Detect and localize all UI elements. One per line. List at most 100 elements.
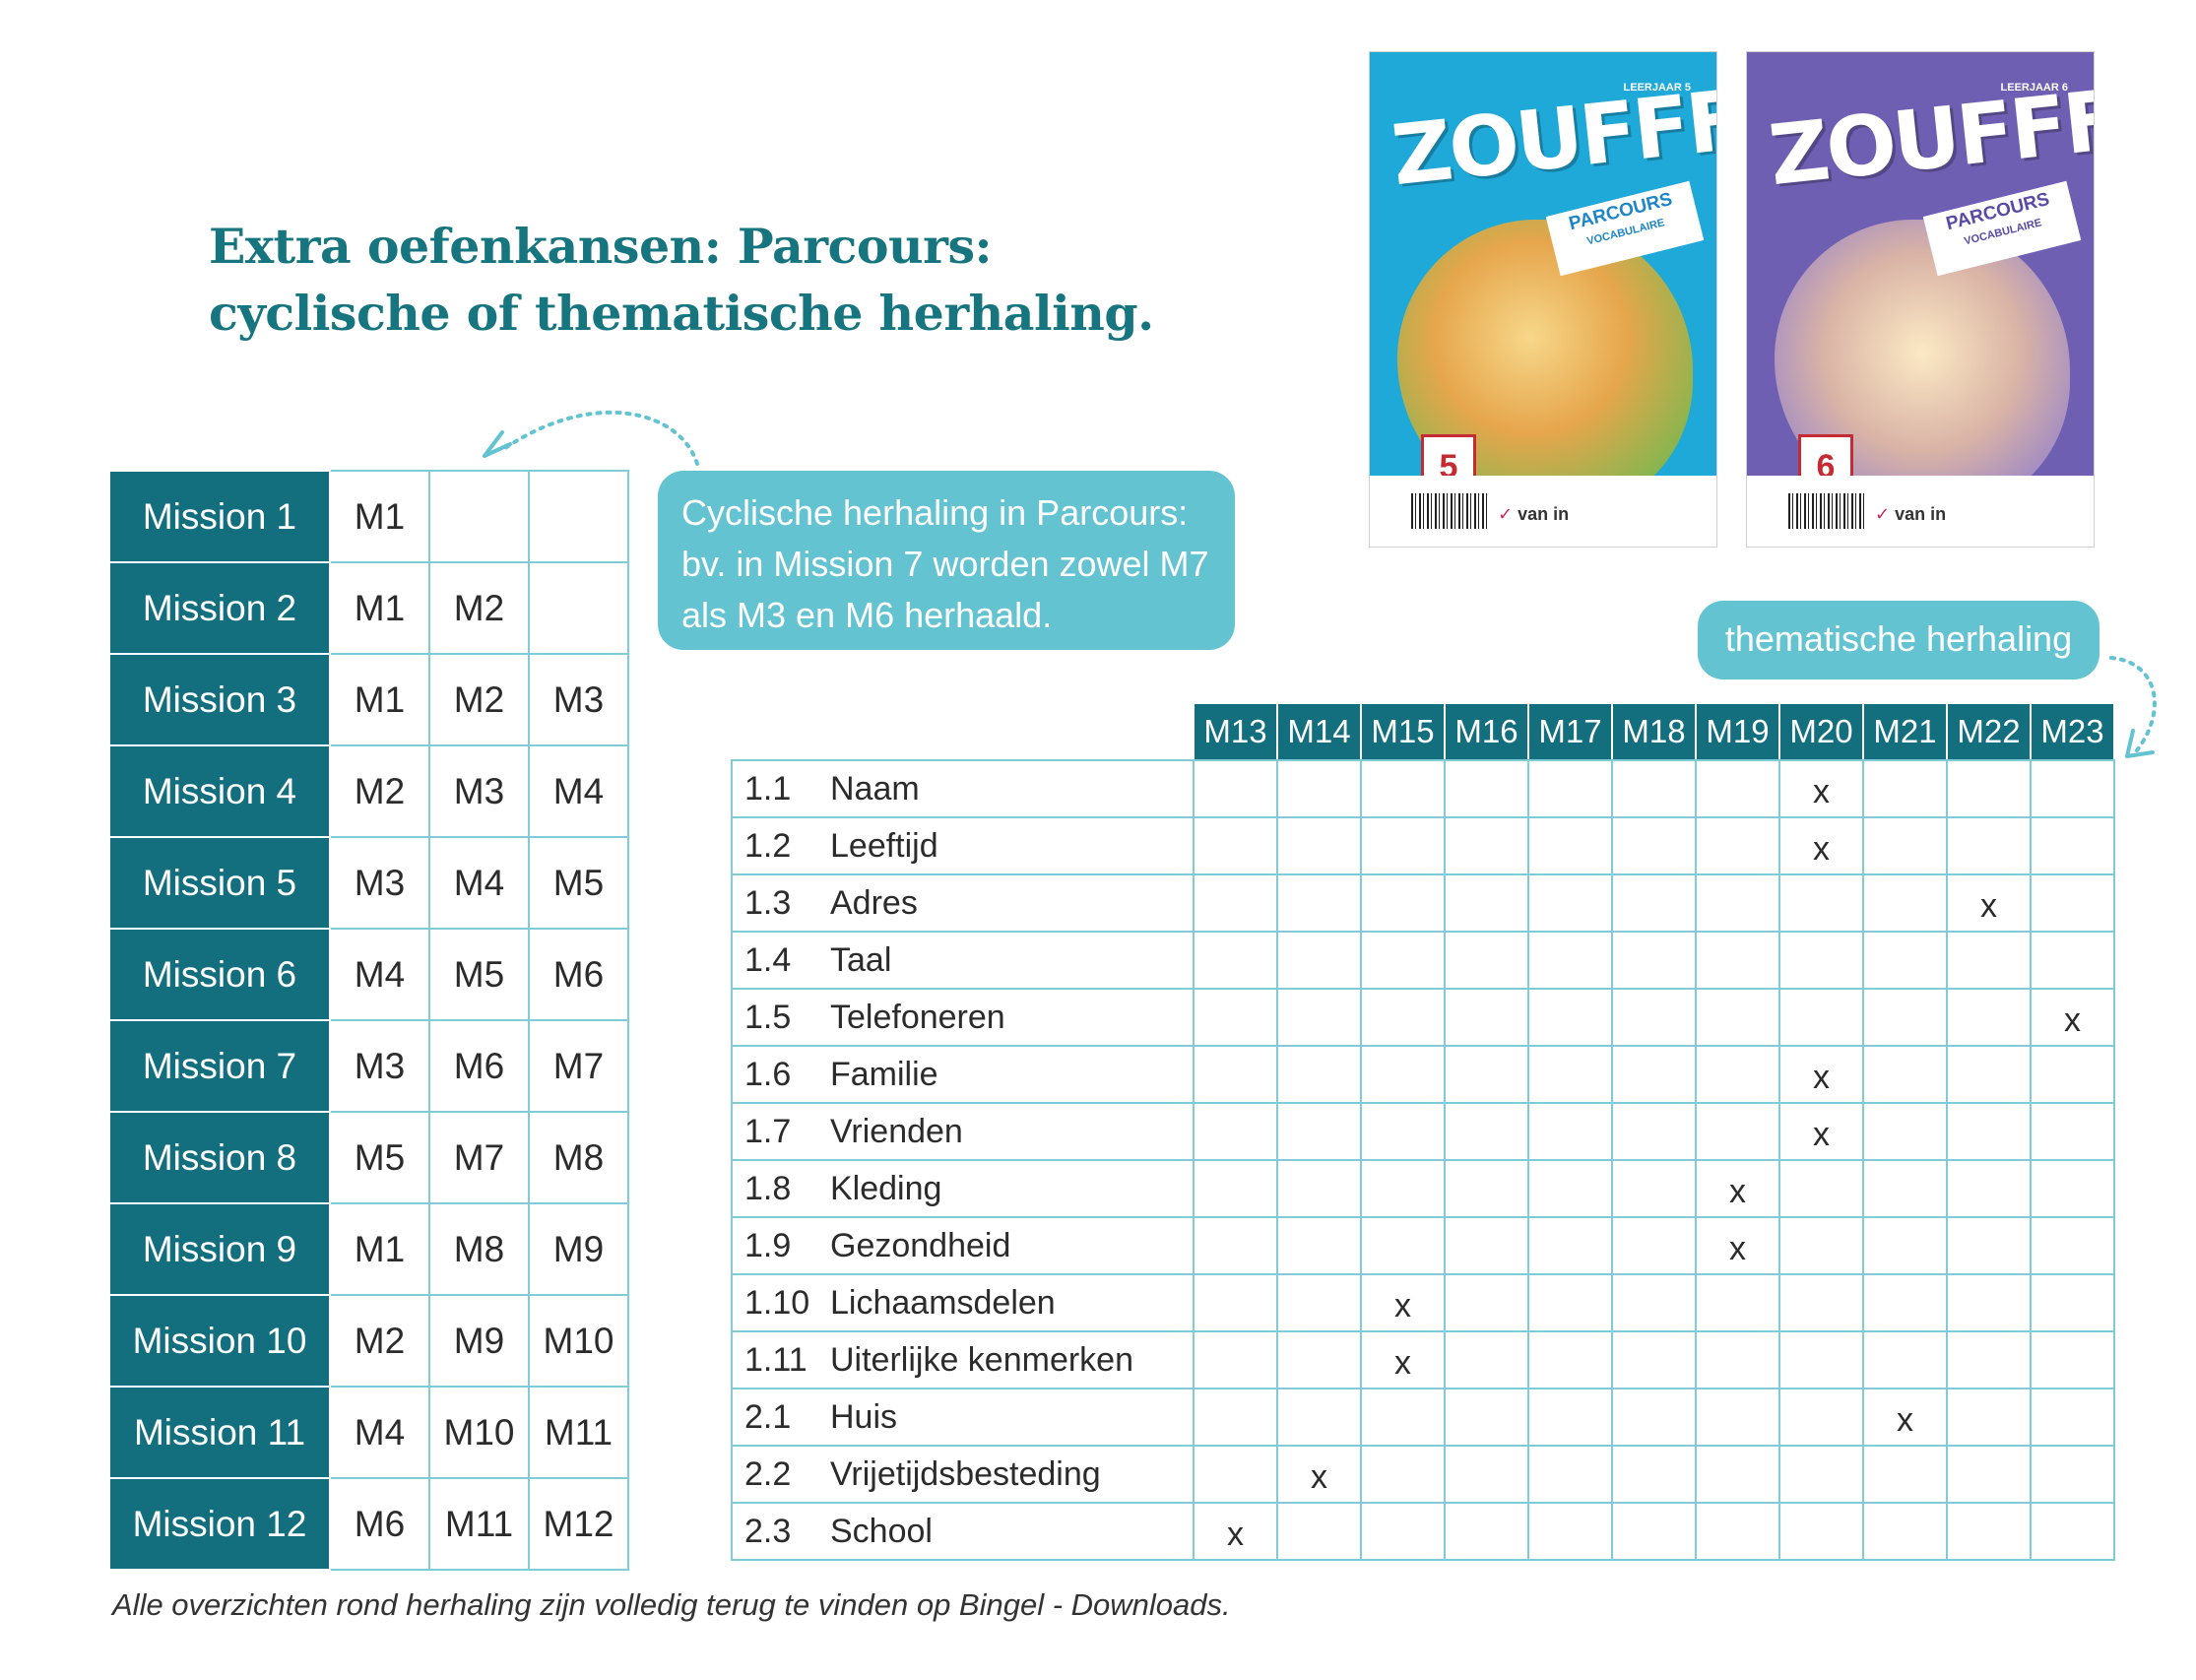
column-header: M21 xyxy=(1862,702,1948,761)
table-row: 1.5 Telefoneren x xyxy=(731,988,2115,1047)
mark-cell xyxy=(1444,931,1529,990)
note-line-3: als M3 en M6 herhaald. xyxy=(681,595,1053,635)
mark-cell xyxy=(1946,1445,2032,1504)
column-header: M22 xyxy=(1946,702,2032,761)
mark-cell xyxy=(1862,931,1948,990)
table-row: Mission 6 M4 M5 M6 xyxy=(110,928,629,1021)
title-line-1: Extra oefenkansen: Parcours: xyxy=(209,218,993,275)
mark-cell xyxy=(1444,1216,1529,1275)
mark-cell xyxy=(1193,1445,1278,1504)
mission-cell: M11 xyxy=(428,1477,530,1571)
column-header: M14 xyxy=(1276,702,1362,761)
table-row: Mission 8 M5 M7 M8 xyxy=(110,1111,629,1204)
mark-cell xyxy=(1611,1388,1697,1447)
table-row: 1.7 Vrienden x xyxy=(731,1102,2115,1161)
book-cover-leerjaar-6: LEERJAAR 6 ZOUFFF! PARCOURS VOCABULAIRE … xyxy=(1746,51,2095,548)
publisher-logo: ✓ van in xyxy=(1875,504,1946,525)
table-row: Mission 7 M3 M6 M7 xyxy=(110,1019,629,1113)
mark-cell xyxy=(1193,1216,1278,1275)
mission-label: Mission 8 xyxy=(110,1111,331,1204)
mark-cell xyxy=(1527,1273,1613,1332)
theme-number: 1.11 xyxy=(731,1330,830,1389)
mission-cell: M4 xyxy=(428,836,530,930)
mark-cell xyxy=(1611,988,1697,1047)
mark-cell xyxy=(1946,1216,2032,1275)
mark-cell xyxy=(1611,1216,1697,1275)
mission-cell xyxy=(528,470,629,563)
theme-number: 1.2 xyxy=(731,816,830,875)
mission-label: Mission 3 xyxy=(110,653,331,746)
column-header: M23 xyxy=(2030,702,2115,761)
mark-cell xyxy=(1862,1273,1948,1332)
table-row: 2.2 Vrijetijdsbesteding x xyxy=(731,1445,2115,1504)
mark-cell xyxy=(1527,1159,1613,1218)
mark-cell: x xyxy=(1862,1388,1948,1447)
mark-cell xyxy=(1360,759,1446,818)
mission-label: Mission 2 xyxy=(110,561,331,655)
mark-cell xyxy=(1444,1330,1529,1389)
mark-cell xyxy=(1193,1159,1278,1218)
mark-cell xyxy=(1193,1045,1278,1104)
mark-cell xyxy=(1527,1502,1613,1561)
mission-cell: M2 xyxy=(329,1294,430,1388)
dotted-arrow-left-icon xyxy=(483,410,699,466)
mission-cell: M1 xyxy=(329,470,430,563)
theme-table-body: 1.1 Naam x 1.2 Leeftijd x 1.3 Adres x 1.4 Taal 1.5 T… xyxy=(731,759,2115,1561)
theme-label: Adres xyxy=(830,873,1195,933)
mission-cell: M6 xyxy=(428,1019,530,1113)
mission-cell xyxy=(428,470,530,563)
mission-cell xyxy=(528,561,629,655)
mark-cell xyxy=(2030,1330,2115,1389)
table-row: Mission 1 M1 xyxy=(110,470,629,563)
mark-cell xyxy=(1276,873,1362,933)
mark-cell: x xyxy=(1946,873,2032,933)
theme-label: Leeftijd xyxy=(830,816,1195,875)
theme-number: 1.7 xyxy=(731,1102,830,1161)
mark-cell xyxy=(1862,816,1948,875)
mark-cell xyxy=(1862,1216,1948,1275)
theme-number: 1.3 xyxy=(731,873,830,933)
mark-cell xyxy=(1611,1102,1697,1161)
mark-cell xyxy=(1778,1273,1864,1332)
mark-cell xyxy=(1360,1159,1446,1218)
mark-cell xyxy=(1193,816,1278,875)
mission-cell: M2 xyxy=(329,744,430,838)
mark-cell xyxy=(2030,1273,2115,1332)
mark-cell xyxy=(1276,1273,1362,1332)
mark-cell xyxy=(1444,1502,1529,1561)
mark-cell: x xyxy=(1778,1102,1864,1161)
mark-cell xyxy=(1778,1216,1864,1275)
column-header: M15 xyxy=(1360,702,1446,761)
mission-cell: M2 xyxy=(428,561,530,655)
mark-cell xyxy=(1695,988,1780,1047)
mark-cell xyxy=(1527,988,1613,1047)
mark-cell xyxy=(1946,1273,2032,1332)
table-row: 1.8 Kleding x xyxy=(731,1159,2115,1218)
mission-table-body: Mission 1 M1 Mission 2 M1 M2 Mission 3 M1 M2 M3 M… xyxy=(110,470,629,1571)
theme-label: Vrienden xyxy=(830,1102,1195,1161)
column-header: M16 xyxy=(1444,702,1529,761)
mark-cell xyxy=(1611,1045,1697,1104)
mission-cell: M1 xyxy=(329,1202,430,1296)
mark-cell xyxy=(1611,1159,1697,1218)
mission-label: Mission 5 xyxy=(110,836,331,930)
table-row: 2.1 Huis x xyxy=(731,1388,2115,1447)
mark-cell xyxy=(1611,873,1697,933)
mark-cell xyxy=(2030,1502,2115,1561)
mark-cell: x xyxy=(1360,1273,1446,1332)
mark-cell xyxy=(1527,1045,1613,1104)
mark-cell xyxy=(1778,873,1864,933)
mark-cell xyxy=(1695,1330,1780,1389)
mark-cell xyxy=(1862,1045,1948,1104)
mark-cell xyxy=(1276,1102,1362,1161)
mark-cell: x xyxy=(1360,1330,1446,1389)
mark-cell xyxy=(1946,759,2032,818)
mark-cell: x xyxy=(1695,1159,1780,1218)
mission-label: Mission 1 xyxy=(110,470,331,563)
mark-cell xyxy=(1695,1502,1780,1561)
mission-cell: M5 xyxy=(528,836,629,930)
mark-cell xyxy=(1695,1273,1780,1332)
theme-label: Telefoneren xyxy=(830,988,1195,1047)
cyclic-repetition-note: Cyclische herhaling in Parcours: bv. in … xyxy=(658,471,1235,650)
mark-cell xyxy=(1193,759,1278,818)
